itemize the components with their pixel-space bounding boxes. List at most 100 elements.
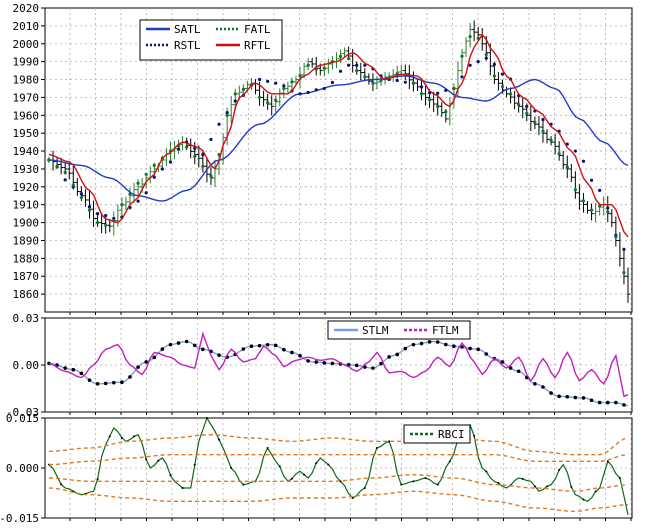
series-rftl-line xyxy=(48,33,629,238)
series-rbci-dot xyxy=(412,480,415,483)
series-fatl-line-dot xyxy=(298,74,302,78)
series-rstl-line-dot xyxy=(233,99,237,103)
series-stlm-dots-line-dot xyxy=(403,346,408,351)
series-rstl-line-dot xyxy=(79,192,83,196)
series-rbci-dot xyxy=(266,447,269,449)
series-rbci-dot xyxy=(558,468,561,471)
series-stlm-dots-line-dot xyxy=(589,398,594,403)
y-tick-label: 1980 xyxy=(13,74,40,87)
series-fatl-line-dot xyxy=(371,81,375,85)
series-fatl-line-dot xyxy=(565,165,569,169)
series-stlm-dots-line-dot xyxy=(257,343,262,348)
series-fatl-line-dot xyxy=(201,164,205,168)
series-stlm-dots-line-dot xyxy=(201,347,205,352)
series-rstl-line-dot xyxy=(419,85,424,89)
series-rbci-dot xyxy=(424,477,427,479)
series-rbci-dot xyxy=(120,436,123,439)
legend-label-stlm: STLM xyxy=(362,324,389,337)
series-fatl-line-dot xyxy=(541,129,545,133)
series-rbci-dot xyxy=(133,435,136,438)
series-rstl-line-dot xyxy=(298,92,302,96)
series-rstl-line-dot xyxy=(274,81,278,85)
series-rstl-line-dot xyxy=(282,84,286,88)
series-rbci-dot xyxy=(157,459,160,462)
series-stlm-dots-line-dot xyxy=(541,385,545,389)
series-stlm-dots-line-dot xyxy=(184,339,189,344)
series-rbci-dot xyxy=(582,498,585,501)
series-fatl-line-dot xyxy=(460,54,464,58)
series-rstl-line-dot xyxy=(403,80,407,84)
series-rbci-dot xyxy=(570,485,573,488)
series-rstl-line-dot xyxy=(257,77,262,82)
series-rbci-dot xyxy=(60,483,63,486)
series-fatl-line-dot xyxy=(338,54,343,58)
series-fatl-line-dot xyxy=(622,271,626,275)
series-fatl-line-dot xyxy=(152,163,156,167)
series-rbci-dot xyxy=(169,474,172,477)
series-stlm-dots-line-dot xyxy=(500,360,505,364)
series-rbci-dot xyxy=(108,435,111,438)
series-rstl-line-dot xyxy=(176,147,181,151)
series-stlm-dots-line-dot xyxy=(508,366,513,370)
series-band-upper-1-line xyxy=(48,454,629,466)
y-tick-label: 2020 xyxy=(13,2,40,15)
series-rstl-line-dot xyxy=(355,63,359,67)
series-fatl-line-dot xyxy=(411,81,416,85)
series-rstl-line-dot xyxy=(484,56,488,60)
series-rbci-dot xyxy=(606,460,609,463)
series-fatl-line-dot xyxy=(104,223,108,227)
series-stlm-dots-line-dot xyxy=(468,346,472,351)
series-rstl-line-dot xyxy=(460,75,464,79)
legend-label-satl: SATL xyxy=(174,23,201,36)
series-fatl-line-dot xyxy=(257,95,262,100)
series-rbci-dot xyxy=(485,470,488,473)
series-stlm-dots-line-dot xyxy=(79,371,84,376)
series-fatl-line-dot xyxy=(79,195,83,200)
series-fatl-line-dot xyxy=(128,192,132,196)
series-stlm-dots-line-dot xyxy=(249,344,254,349)
series-fatl-line-dot xyxy=(379,78,383,83)
series-rstl-line-dot xyxy=(217,122,221,126)
series-rstl-line-dot xyxy=(606,206,610,210)
series-rbci-dot xyxy=(363,487,366,489)
series-fatl-line-dot xyxy=(444,110,448,114)
series-rstl-line-dot xyxy=(160,167,164,171)
legend-box xyxy=(403,424,471,444)
series-rbci-dot xyxy=(230,467,233,469)
series-fatl-line-dot xyxy=(517,102,521,107)
series-stlm-dots-line-dot xyxy=(152,355,157,360)
series-rstl-line-dot xyxy=(225,111,229,115)
series-fatl-line-dot xyxy=(581,199,586,203)
series-rstl-line-dot xyxy=(338,69,343,73)
series-fatl-line-dot xyxy=(452,86,456,91)
y-tick-label: 1880 xyxy=(13,252,40,265)
series-fatl-line-dot xyxy=(274,98,278,102)
series-stlm-dots-line-dot xyxy=(265,342,270,347)
series-fatl-line-dot xyxy=(241,87,245,91)
series-stlm-dots-line-dot xyxy=(387,355,391,359)
series-stlm-dots-line-dot xyxy=(306,359,310,363)
series-fatl-line-dot xyxy=(347,57,351,61)
series-rstl-line-dot xyxy=(152,175,156,179)
series-fatl-line-dot xyxy=(322,66,326,70)
series-fatl-line-dot xyxy=(419,92,424,96)
y-tick-label: 0.000 xyxy=(6,462,39,475)
series-stlm-dots-line-dot xyxy=(371,366,375,370)
series-rbci-dot xyxy=(145,458,148,461)
series-stlm-dots-line-dot xyxy=(282,347,286,352)
series-stlm-dots-line-dot xyxy=(484,352,489,356)
series-fatl-line-dot xyxy=(144,172,148,176)
series-stlm-dots-line-dot xyxy=(95,382,100,386)
y-tick-label: 1970 xyxy=(13,91,40,104)
y-tick-label: 2000 xyxy=(13,38,40,51)
y-tick-label: 0.03 xyxy=(13,312,40,325)
series-stlm-dots-line-dot xyxy=(176,341,181,345)
series-stlm-dots-line-dot xyxy=(476,347,480,352)
series-rstl-line-dot xyxy=(209,137,213,142)
y-tick-label: 1910 xyxy=(13,199,40,212)
series-rbci-dot xyxy=(351,497,354,499)
series-stlm-dots-line-dot xyxy=(354,363,359,368)
y-tick-label: 1950 xyxy=(13,127,40,140)
series-fatl-line-dot xyxy=(185,145,189,149)
series-fatl-line-dot xyxy=(589,208,594,212)
